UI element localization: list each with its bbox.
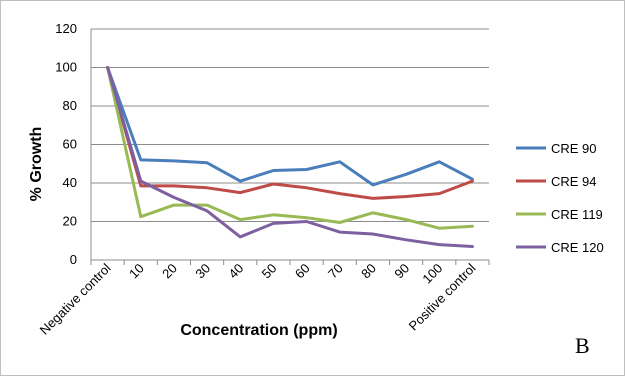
panel-label: B bbox=[575, 333, 590, 358]
y-tick-label: 40 bbox=[63, 175, 77, 190]
y-tick-label: 20 bbox=[63, 214, 77, 229]
series-line-cre-94 bbox=[106, 66, 474, 200]
x-axis-title: Concentration (ppm) bbox=[180, 322, 337, 339]
series-line-cre-119 bbox=[106, 66, 474, 230]
x-tick-label: 100 bbox=[419, 261, 445, 287]
x-tick-label: 10 bbox=[126, 261, 147, 282]
x-tick-label: Negative control bbox=[37, 260, 114, 337]
y-tick-label: 100 bbox=[55, 60, 77, 75]
y-tick-label: 60 bbox=[63, 137, 77, 152]
y-axis-title: % Growth bbox=[28, 127, 45, 202]
legend-label: CRE 120 bbox=[551, 240, 604, 255]
gridlines bbox=[91, 28, 489, 222]
y-tick-label: 80 bbox=[63, 98, 77, 113]
legend-label: CRE 94 bbox=[551, 174, 597, 189]
x-tick-label: 50 bbox=[259, 261, 280, 282]
x-tick-label: 90 bbox=[391, 261, 412, 282]
legend-label: CRE 119 bbox=[551, 207, 603, 222]
x-tick-label: 40 bbox=[226, 261, 247, 282]
series-line-cre-120 bbox=[106, 66, 474, 248]
x-tick-label: 60 bbox=[292, 261, 313, 282]
y-tick-label: 0 bbox=[70, 252, 77, 267]
series-lines bbox=[106, 66, 474, 248]
series-line-cre-90 bbox=[106, 66, 474, 187]
x-tick-label: 80 bbox=[358, 261, 379, 282]
x-tick-label: 20 bbox=[159, 261, 180, 282]
y-tick-label: 120 bbox=[55, 21, 77, 36]
x-tick-label: 70 bbox=[325, 261, 346, 282]
x-tick-label: 30 bbox=[192, 261, 213, 282]
legend: CRE 90 CRE 94 CRE 119 CRE 120 bbox=[516, 141, 604, 255]
axes bbox=[90, 29, 490, 265]
legend-label: CRE 90 bbox=[551, 141, 597, 156]
y-tick-labels: 0 20 40 60 80 100 120 bbox=[55, 21, 77, 267]
